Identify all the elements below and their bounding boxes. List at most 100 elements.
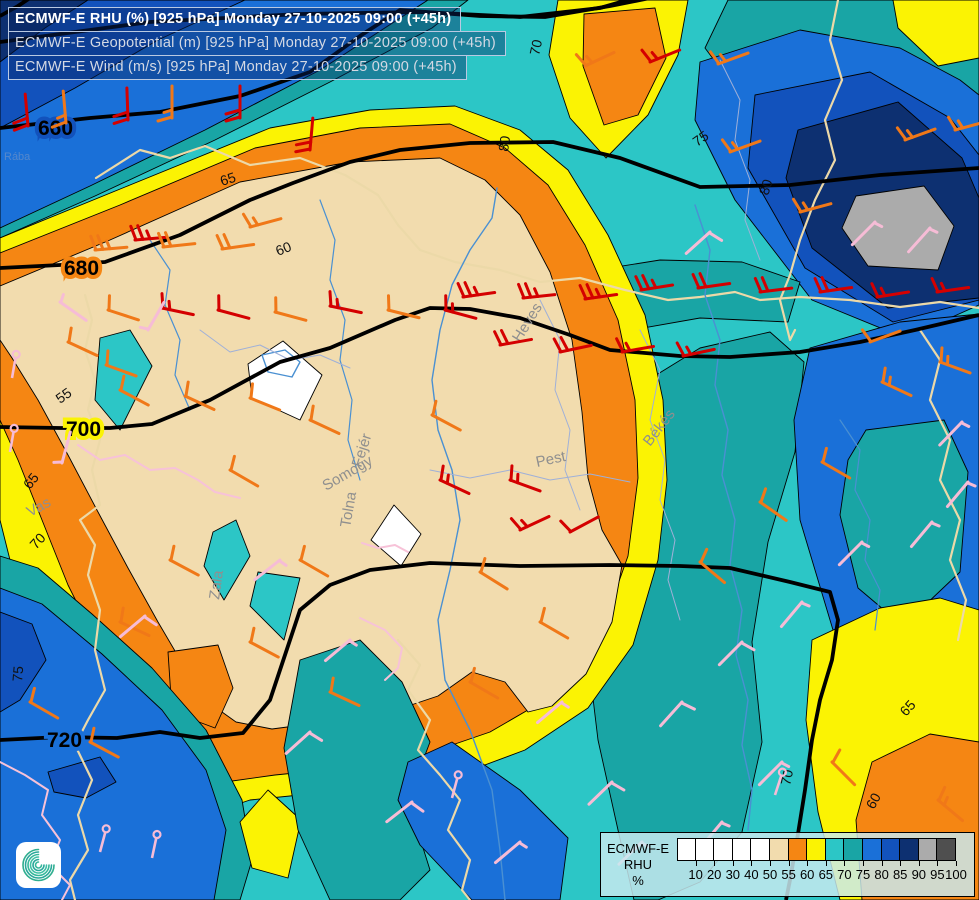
wind-barb	[509, 514, 551, 532]
wind-barb	[273, 296, 308, 322]
wind-barb	[118, 374, 150, 407]
legend-tick	[788, 861, 790, 866]
rh-contour-label-70: 70	[526, 38, 545, 57]
river	[319, 199, 361, 481]
wind-barb	[753, 276, 794, 294]
wind-barb	[106, 294, 140, 322]
legend-tick	[807, 861, 809, 866]
wind-barb	[938, 346, 972, 375]
wind-barb	[157, 231, 197, 249]
legend-tick	[770, 861, 771, 866]
legend-tick-label-90: 90	[911, 867, 927, 882]
wind-barb	[308, 404, 341, 436]
wind-barb	[118, 606, 151, 638]
wind-barb	[773, 767, 788, 796]
legend-tick-label-100: 100	[945, 867, 967, 882]
legend-tick-label-65: 65	[818, 867, 834, 882]
wind-barb	[578, 283, 619, 301]
wind-barb	[837, 540, 871, 567]
wind-barb	[183, 380, 216, 412]
wind-barb	[909, 520, 941, 549]
motorway	[361, 542, 409, 553]
legend-tick-label-80: 80	[874, 867, 889, 882]
legend-swatch-60-65	[807, 838, 826, 861]
wind-barb	[946, 115, 979, 132]
rh-region-50-55	[0, 157, 623, 730]
legend-tick-label-85: 85	[892, 867, 908, 882]
rh-region-75-80	[0, 587, 227, 900]
legend-tick	[844, 861, 846, 866]
legend-tick	[825, 861, 827, 866]
wind-barb	[895, 126, 937, 142]
rh-region-65-70	[249, 571, 301, 641]
wind-barb	[294, 116, 315, 154]
rh-region-65-70	[203, 519, 251, 601]
county-border	[639, 329, 681, 621]
wind-barb	[168, 544, 200, 577]
wind-barb	[50, 89, 68, 129]
wind-barb	[936, 785, 965, 823]
rh-region-55-60	[582, 7, 667, 126]
wind-barb	[52, 430, 72, 465]
wind-barb	[228, 454, 260, 488]
wind-barb	[58, 293, 88, 322]
wind-barb	[386, 294, 421, 320]
legend-tick-label-60: 60	[799, 867, 815, 882]
country-border	[94, 144, 979, 310]
legend-swatch-70-75	[844, 838, 863, 861]
wind-barb	[615, 337, 656, 354]
legend-tick	[918, 861, 920, 866]
rh-contour-label-60: 60	[863, 790, 885, 811]
legend-tick	[751, 861, 753, 866]
wind-barb	[684, 230, 724, 255]
legend-swatch-80-85	[881, 838, 901, 861]
wind-barb	[535, 700, 570, 725]
rh-region-60-65	[892, 0, 979, 67]
legend-tick-label-55: 55	[781, 867, 796, 882]
legend-swatch-50-55	[769, 838, 789, 861]
wind-barb	[552, 335, 593, 354]
legend-title-param: RHU	[623, 856, 653, 872]
legend-tick	[863, 861, 864, 866]
legend-swatch-lt50	[732, 838, 752, 861]
legend-tick	[937, 861, 939, 866]
legend-tick-label-20: 20	[706, 867, 722, 882]
wind-barb	[88, 726, 120, 759]
met-service-swirl-logo	[16, 842, 61, 888]
wind-barb	[328, 676, 361, 708]
legend-swatch-lt50	[714, 838, 733, 861]
wind-barb	[253, 558, 288, 582]
wind-barb	[493, 329, 534, 347]
county-border	[539, 299, 581, 511]
wind-barb	[758, 487, 788, 522]
wind-barb	[791, 197, 833, 214]
legend-swatch-lt50	[695, 838, 715, 861]
county-label-Tolna: Tolna	[337, 490, 360, 529]
rh-region-80-85	[47, 756, 117, 799]
legend-tick-label-40: 40	[744, 867, 759, 882]
wind-barb	[215, 233, 256, 251]
wind-barb	[698, 547, 727, 585]
legend-swatch-lt50	[751, 838, 770, 861]
wind-barb	[634, 274, 675, 292]
wind-barb	[880, 366, 913, 398]
legend-scale: 10 20 30 40 50 55 60 65 70 75 80 85 90 95 100	[675, 833, 974, 896]
river-label-Rába: Rába	[4, 151, 31, 163]
legend-swatch-lt50	[677, 838, 696, 861]
legend-swatch-95-100	[937, 838, 956, 861]
legend-title-model: ECMWF-E	[606, 840, 670, 856]
wind-barb	[779, 600, 811, 629]
legend-tick-label-10: 10	[688, 867, 703, 882]
wind-barb	[517, 282, 557, 300]
motorway	[359, 617, 403, 681]
river	[431, 187, 506, 900]
legend-tick	[714, 861, 716, 866]
wind-barb	[870, 282, 911, 299]
wind-barb	[640, 48, 682, 64]
legend-tick-label-50: 50	[762, 867, 778, 882]
wind-barb	[850, 220, 884, 247]
wind-barb	[468, 666, 500, 700]
geopotential-label-720: 720	[47, 729, 82, 752]
wind-barb	[323, 638, 358, 663]
